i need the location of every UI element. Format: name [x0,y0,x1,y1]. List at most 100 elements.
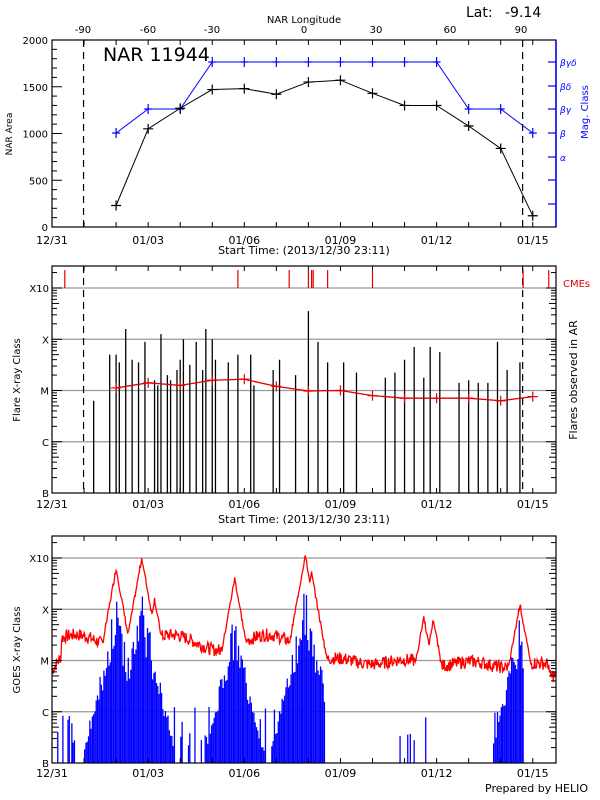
y-axis-label-nar-area: NAR Area [5,113,15,156]
panel3-frame [51,535,557,764]
mag-tick-label: βδ [559,83,572,93]
y-tick-label: C [42,438,49,449]
background-flux-point [495,395,506,406]
panel2-frame [51,265,557,494]
y-axis-label-goes-class: GOES X-ray Class [12,606,23,693]
x-tick-label: 01/09 [325,498,357,511]
mag-class-point [240,57,249,67]
mag-tick-label: βγδ [559,59,577,69]
x-tick-label: 12/31 [36,234,68,247]
nar-area-point [431,100,442,111]
panel2-xlabel: Start Time: (2013/12/30 23:11) [218,513,390,526]
background-flux-point [335,385,346,396]
nar-area-point [239,83,250,94]
y-tick-label: X10 [29,554,49,565]
nar-area-point [207,84,218,95]
mag-tick-label: βγ [559,106,572,116]
goes-long-channel-line [51,555,556,683]
longitude-tick-label: 90 [515,25,528,36]
nar-area-point [143,123,154,134]
background-flux-point [367,390,378,401]
x-tick-label: 01/15 [517,234,549,247]
background-flux-point [175,380,186,391]
nar-title: NAR 11944 [103,44,210,66]
right-axis-label-flares-observed: Flares observed in AR [567,320,580,440]
y-tick-label: X [42,605,49,616]
mag-tick-label: β [559,130,566,140]
background-flux-line [115,378,533,402]
y-tick-label: 2000 [23,36,48,47]
top-axis-label: NAR Longitude [267,15,341,26]
background-flux-point [271,381,282,392]
y-tick-label: X [42,335,49,346]
latitude-value: -9.14 [505,5,541,21]
nar-area-point [335,75,346,86]
background-flux-point [239,374,250,385]
longitude-tick-label: 60 [444,25,457,36]
flares-panel: B C M X X10 12/31 01/03 01/06 01/09 01/12 01/15 CM… [12,265,590,526]
y-tick-label: M [40,657,49,668]
y-tick-label: B [42,759,49,770]
mag-class-point [400,57,409,67]
x-tick-label: 01/06 [228,767,260,780]
nar-area-point [111,200,122,211]
x-tick-label: 01/12 [421,234,453,247]
panel1-xlabel: Start Time: (2013/12/30 23:11) [218,244,390,257]
nar-area-point [527,210,538,221]
y-axis-label-flare-class: Flare X-ray Class [12,338,23,422]
nar-area-point [463,121,474,132]
nar-area-point [271,89,282,100]
y-tick-label: C [42,708,49,719]
background-flux-point [303,386,314,397]
mag-class-point [144,104,153,114]
x-tick-label: 01/15 [517,498,549,511]
footer-prepared-by: Prepared by HELIO [485,782,588,795]
background-flux-point [463,393,474,404]
background-flux-point [431,393,442,404]
mag-class-point [464,104,473,114]
mag-class-point [112,128,121,138]
longitude-tick-label: 0 [301,25,307,36]
nar-area-panel: 12/31 01/03 01/06 01/09 01/12 01/15 -90 -60 -30 0… [5,5,591,257]
longitude-tick-label: -30 [204,25,220,36]
mag-class-point [368,57,377,67]
x-tick-label: 01/03 [132,234,164,247]
goes-panel: B C M X X10 12/31 01/03 01/06 01/09 01/12 01/15 GO… [12,535,588,795]
longitude-tick-label: -60 [140,25,156,36]
mag-tick-label: α [560,154,566,164]
y-tick-label: X10 [29,284,49,295]
mag-class-point [496,104,505,114]
x-tick-label: 01/09 [325,234,357,247]
background-flux-point [143,377,154,388]
nar-area-point [303,77,314,88]
background-flux-point [527,391,538,402]
mag-class-point [208,57,217,67]
mag-class-point [336,57,345,67]
nar-area-point [175,103,186,114]
x-tick-label: 01/06 [228,234,260,247]
x-tick-label: 01/12 [421,767,453,780]
x-tick-label: 01/12 [421,498,453,511]
mag-class-point [272,57,281,67]
x-tick-label: 12/31 [36,498,68,511]
x-tick-label: 01/15 [517,767,549,780]
right-axis-label-mag-class: Mag. Class [580,85,591,139]
panel1-frame [51,39,557,228]
y-tick-label: 1500 [23,83,48,94]
background-flux-point [399,393,410,404]
mag-class-point [432,57,441,67]
y-tick-label: 1000 [23,130,48,141]
x-tick-label: 01/03 [132,767,164,780]
background-flux-point [111,382,122,393]
mag-class-line [115,61,534,134]
longitude-tick-label: 30 [370,25,383,36]
y-tick-label: 500 [29,176,48,187]
background-flux-point [207,375,218,386]
x-tick-label: 01/03 [132,498,164,511]
longitude-tick-label: -90 [75,25,91,36]
mag-class-point [528,128,537,138]
latitude-label: Lat: [466,5,493,21]
nar-area-point [399,100,410,111]
x-tick-label: 01/06 [228,498,260,511]
